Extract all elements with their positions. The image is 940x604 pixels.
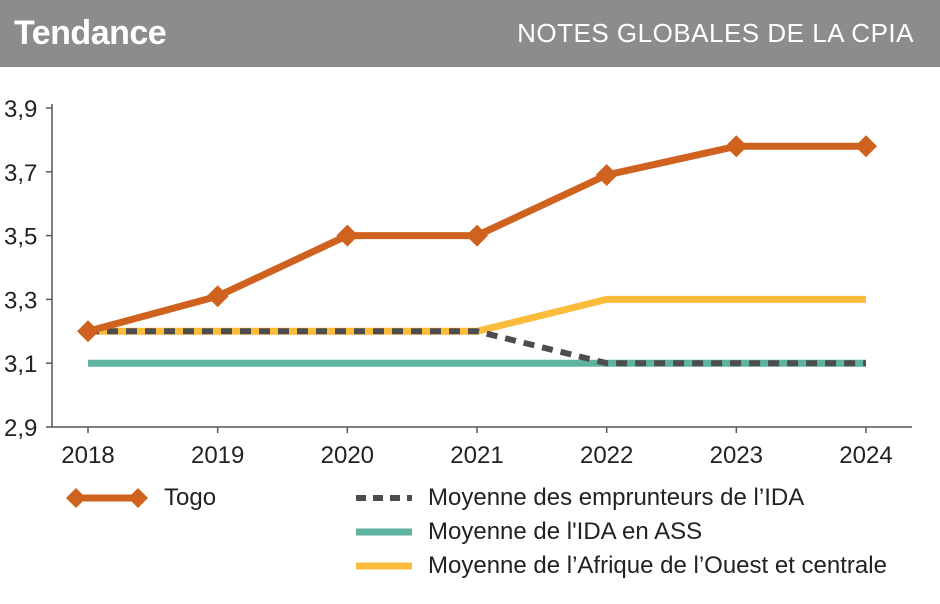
x-tick-label: 2023 (710, 442, 763, 469)
header-title: Tendance (14, 14, 167, 52)
x-tick-label: 2018 (61, 442, 114, 469)
x-tick-label: 2024 (839, 442, 892, 469)
x-tick-label: 2019 (191, 442, 244, 469)
data-point-togo (336, 224, 359, 247)
data-point-togo (595, 163, 618, 186)
legend-swatch-west-central (356, 562, 412, 570)
header-bar: Tendance NOTES GLOBALES DE LA CPIA (0, 0, 940, 67)
y-tick-label: 3,9 (4, 96, 37, 123)
series-line-moyenne-de-l-afrique-de-l-ouest-et-centrale (88, 295, 866, 335)
data-point-togo (855, 135, 877, 158)
markers-group (77, 135, 877, 343)
line-chart: 2,9 3,1 3,3 3,5 3,7 3,9 2018 2019 2020 2021 2022 20… (4, 96, 912, 469)
data-point-togo (725, 135, 748, 158)
legend-swatch-ida-ssa (356, 528, 412, 536)
chart-title: NOTES GLOBALES DE LA CPIA (517, 18, 914, 48)
legend-swatch-togo (66, 488, 148, 508)
axes: 2,9 3,1 3,3 3,5 3,7 3,9 2018 2019 2020 2021 2022 20… (4, 96, 912, 469)
data-point-togo (466, 224, 488, 247)
legend-item-togo: Togo (66, 482, 216, 514)
y-tick-label: 2,9 (4, 415, 37, 442)
y-tick-label: 3,1 (4, 351, 37, 378)
legend-item-ida-ssa: Moyenne de l'IDA en ASS (354, 516, 702, 548)
x-tick-label: 2021 (450, 442, 503, 469)
legend-label-ida-ssa: Moyenne de l'IDA en ASS (428, 518, 703, 545)
x-tick-label: 2020 (321, 442, 374, 469)
data-point-togo (77, 320, 99, 343)
legend-swatch-ida-borrowers (356, 495, 412, 501)
y-tick-label: 3,5 (4, 224, 37, 251)
legend-item-ida-borrowers: Moyenne des emprunteurs de l’IDA (354, 482, 804, 514)
legend-item-west-central: Moyenne de l’Afrique de l’Ouest et centr… (354, 550, 887, 582)
data-point-togo (206, 285, 229, 308)
series-group (87, 142, 866, 367)
x-tick-label: 2022 (580, 442, 633, 469)
series-line-moyenne-des-emprunteurs-de-l-ida (88, 328, 866, 367)
legend-label-togo: Togo (164, 484, 217, 511)
legend-label-ida-borrowers: Moyenne des emprunteurs de l’IDA (428, 484, 805, 511)
legend: Togo Moyenne des emprunteurs de l’IDA Mo… (0, 480, 940, 590)
legend-label-west-central: Moyenne de l’Afrique de l’Ouest et centr… (428, 552, 887, 579)
y-tick-label: 3,3 (4, 287, 37, 314)
y-tick-label: 3,7 (4, 160, 37, 187)
